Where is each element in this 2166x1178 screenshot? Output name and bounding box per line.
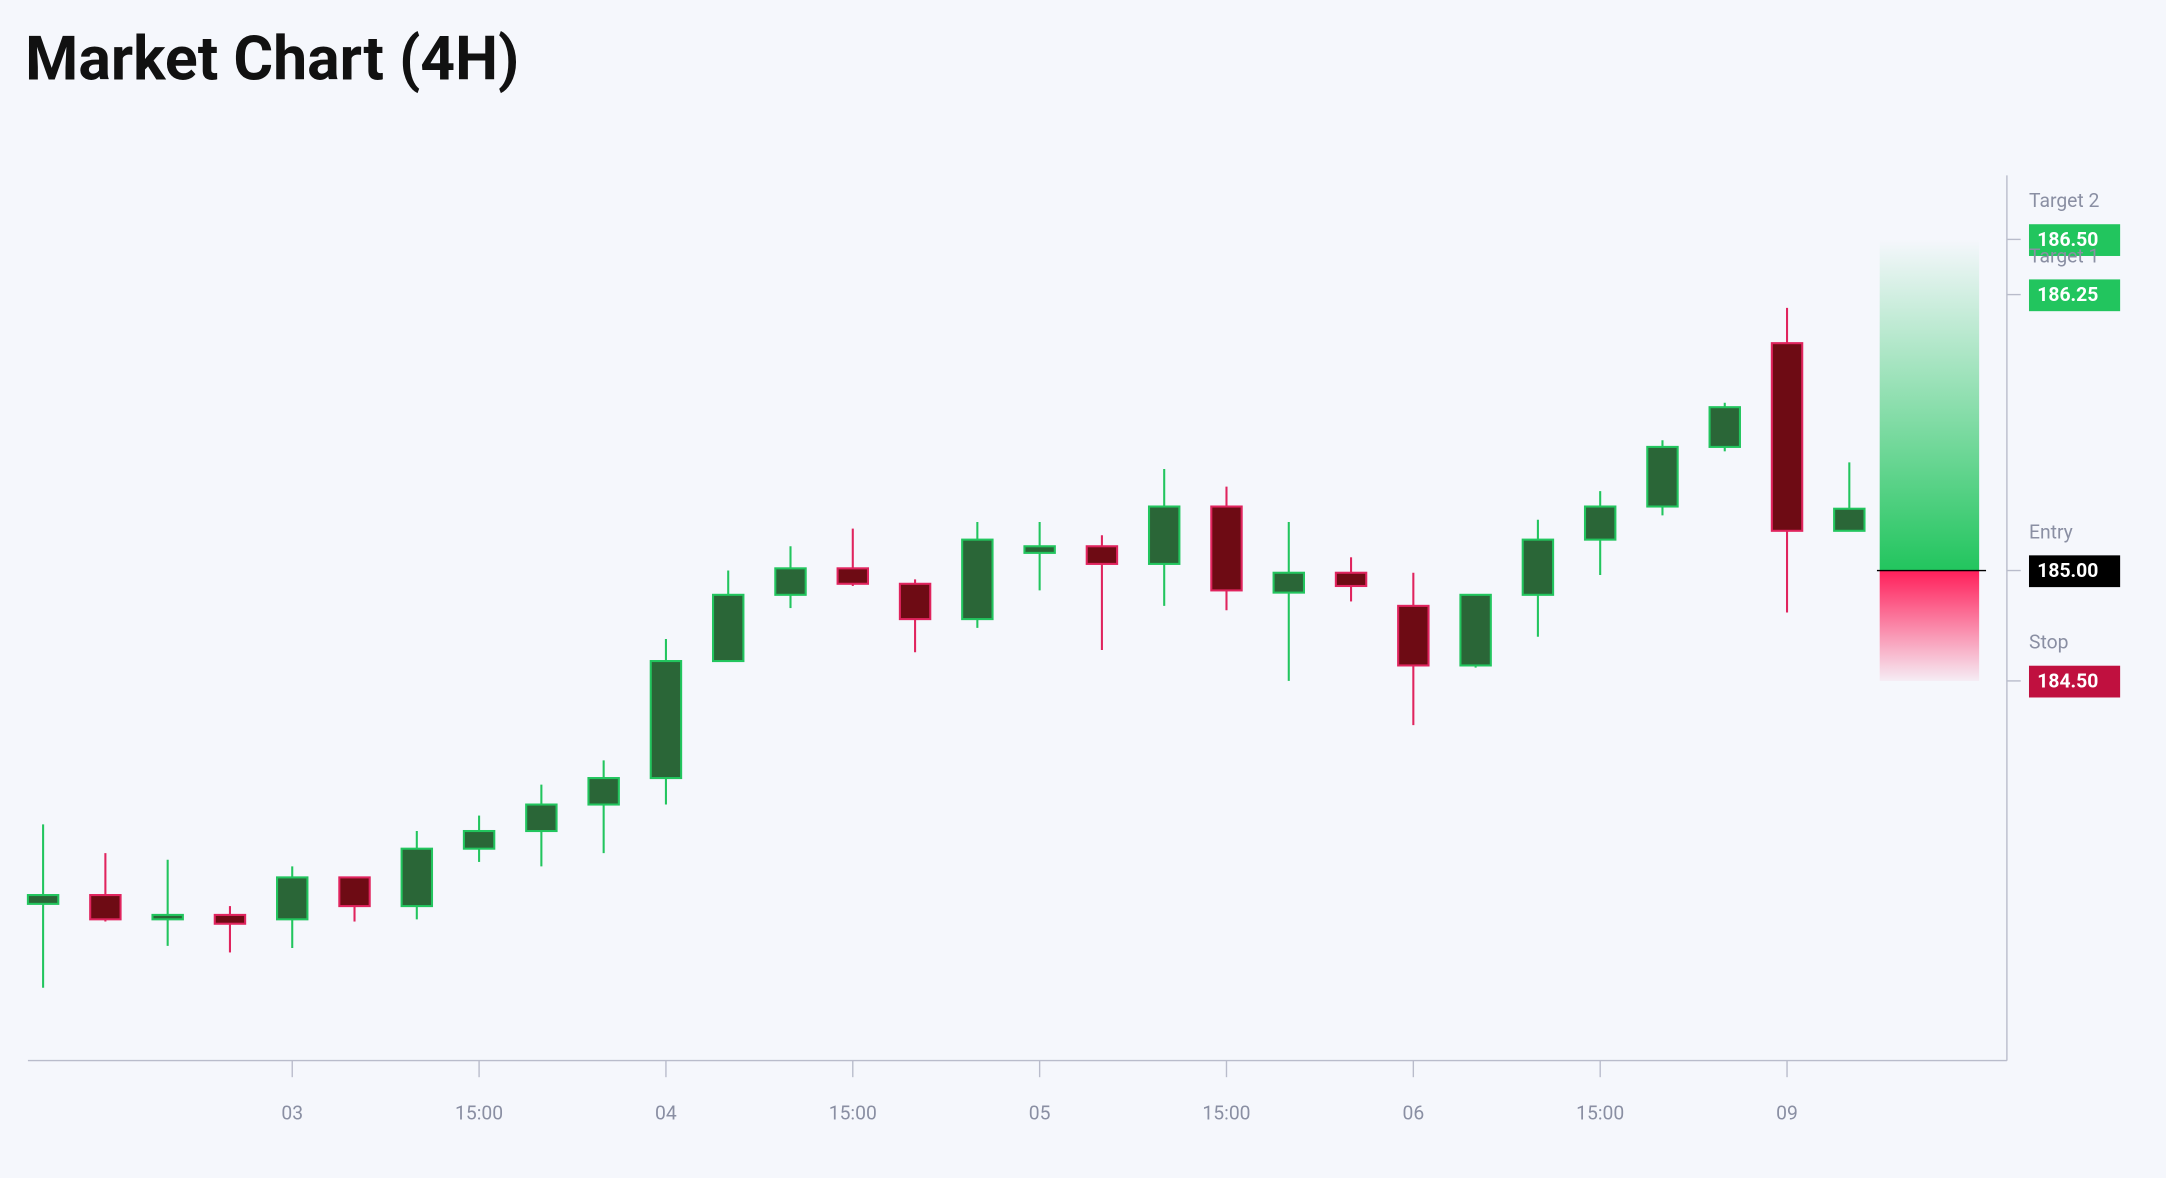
candle-body: [151, 913, 184, 921]
chart-title: Market Chart (4H): [25, 24, 519, 95]
x-tick-label: 04: [655, 1102, 677, 1125]
candle-body: [1272, 571, 1305, 594]
candle-body: [525, 803, 558, 833]
target-zone: [1879, 239, 1980, 571]
candle-body: [836, 567, 870, 585]
x-tick-label: 15:00: [1576, 1102, 1624, 1125]
level-value: 184.50: [2037, 669, 2098, 692]
candle-body: [1334, 571, 1368, 588]
candle-body: [1147, 505, 1181, 565]
candle-body: [961, 538, 994, 621]
candle-body: [1459, 593, 1492, 667]
x-tick-label: 09: [1776, 1102, 1798, 1125]
candle-body: [1085, 545, 1119, 565]
candle-body: [1646, 445, 1679, 508]
level-name: Target 2: [2029, 189, 2100, 212]
x-tick-label: 03: [281, 1102, 303, 1125]
level-value: 186.50: [2037, 228, 2098, 251]
candle-body: [276, 876, 309, 921]
candle-body: [1521, 538, 1555, 596]
candle-body: [400, 847, 434, 908]
candle-body: [898, 582, 932, 621]
level-box: [2028, 665, 2121, 698]
stop-zone: [1879, 570, 1980, 681]
level-name: Stop: [2029, 631, 2069, 654]
level-box: [2028, 224, 2121, 256]
candle-body: [1583, 505, 1617, 541]
candle-body: [711, 593, 745, 663]
x-tick-label: 15:00: [829, 1102, 877, 1125]
level-box: [2028, 555, 2121, 588]
candle-body: [1770, 342, 1804, 532]
candle-body: [1210, 505, 1243, 592]
x-tick-label: 06: [1402, 1102, 1424, 1125]
level-value: 186.25: [2037, 283, 2098, 306]
candle-body: [587, 777, 620, 806]
candle-body: [1708, 406, 1741, 448]
candle-body: [89, 894, 122, 921]
candle-body: [462, 829, 496, 850]
x-tick-label: 15:00: [455, 1102, 503, 1125]
candle-body: [213, 913, 247, 925]
x-tick-label: 15:00: [1202, 1102, 1250, 1125]
level-box: [2028, 279, 2121, 312]
candle-body: [649, 660, 683, 780]
candle-body: [1397, 604, 1430, 667]
candle-body: [338, 876, 371, 908]
candle-body: [774, 567, 807, 596]
x-tick-label: 05: [1029, 1102, 1051, 1125]
level-name: Entry: [2029, 520, 2073, 543]
candle-body: [1833, 507, 1866, 532]
level-name: Target 1: [2029, 244, 2099, 267]
level-value: 185.00: [2037, 559, 2098, 582]
candle-body: [1023, 545, 1056, 554]
candle-body: [26, 894, 60, 905]
